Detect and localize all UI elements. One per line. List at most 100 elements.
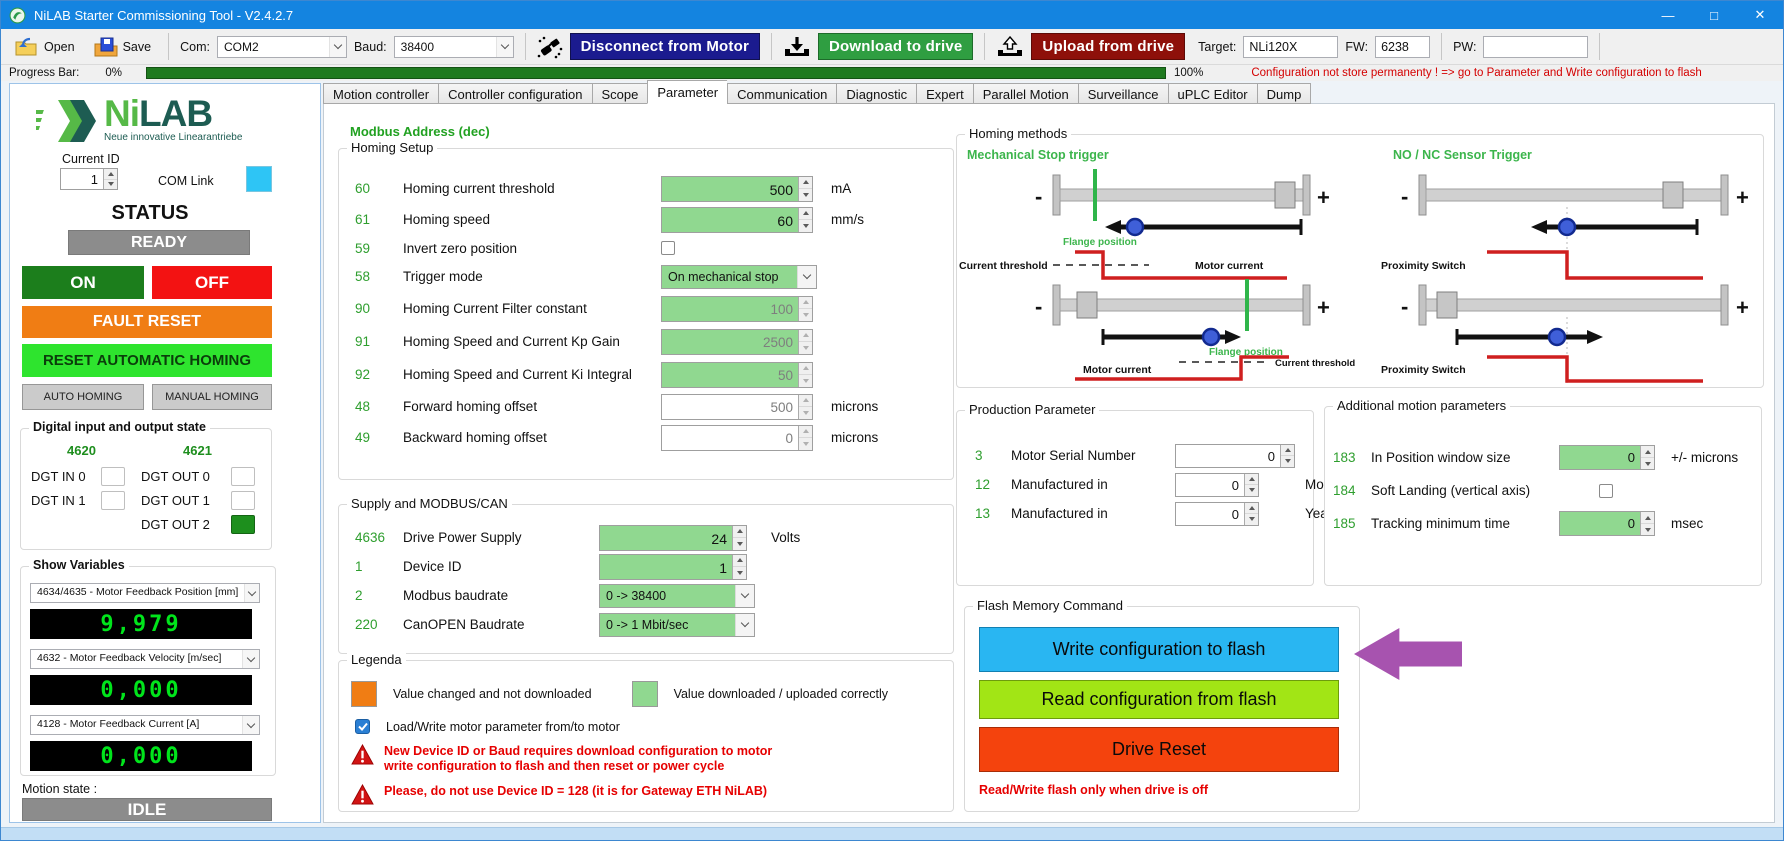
homing-current-threshold-spinner[interactable]: 500 xyxy=(661,175,813,202)
variable-select-1[interactable]: 4634/4635 - Motor Feedback Position [mm] xyxy=(30,583,260,603)
trigger-mode-select[interactable]: On mechanical stop xyxy=(661,264,817,289)
svg-text:Current threshold: Current threshold xyxy=(959,260,1048,272)
dropdown-arrow-icon[interactable] xyxy=(242,716,259,734)
write-configuration-to-flash-button[interactable]: Write configuration to flash xyxy=(979,627,1339,672)
canopen-baudrate-select[interactable]: 0 -> 1 Mbit/sec xyxy=(599,612,755,637)
drive-power-supply-spinner[interactable]: 24 xyxy=(599,524,747,551)
tab-parameter[interactable]: Parameter xyxy=(647,80,728,104)
spin-up-button[interactable] xyxy=(1641,446,1654,458)
spin-up-button[interactable] xyxy=(1641,512,1654,524)
manual-homing-button[interactable]: MANUAL HOMING xyxy=(152,384,272,410)
save-icon xyxy=(94,37,118,56)
green-swatch xyxy=(631,681,658,707)
spin-down-button[interactable] xyxy=(1245,514,1258,525)
auto-homing-button[interactable]: AUTO HOMING xyxy=(22,384,144,410)
spin-down-button[interactable] xyxy=(1641,458,1654,469)
spin-down-button[interactable] xyxy=(104,180,117,190)
upload-from-drive-button[interactable]: Upload from drive xyxy=(1031,33,1186,60)
baud-select[interactable]: 38400 xyxy=(393,35,514,58)
spin-up-button[interactable] xyxy=(799,208,812,220)
maximize-icon[interactable]: □ xyxy=(1710,7,1718,23)
param-row-220: 220 CanOPEN Baudrate 0 -> 1 Mbit/sec xyxy=(339,610,953,639)
tab-surveillance[interactable]: Surveillance xyxy=(1077,83,1168,104)
dropdown-arrow-icon[interactable] xyxy=(495,36,513,57)
variable-select-2[interactable]: 4632 - Motor Feedback Velocity [m/sec] xyxy=(30,649,260,669)
off-button[interactable]: OFF xyxy=(152,266,272,299)
modbus-baudrate-select[interactable]: 0 -> 38400 xyxy=(599,583,755,608)
manufactured-month-spinner[interactable]: 0 xyxy=(1175,472,1259,497)
pw-input[interactable] xyxy=(1483,35,1589,58)
spin-down-button[interactable] xyxy=(733,567,746,579)
homing-speed-spinner[interactable]: 60 xyxy=(661,206,813,233)
svg-text:Motor current: Motor current xyxy=(1083,364,1152,376)
dropdown-arrow-icon[interactable] xyxy=(735,584,754,607)
spin-down-button[interactable] xyxy=(799,189,812,201)
minimize-icon[interactable]: — xyxy=(1661,7,1675,23)
tab-uplc-editor[interactable]: uPLC Editor xyxy=(1167,83,1257,104)
svg-text:Motor current: Motor current xyxy=(1195,260,1264,272)
soft-landing-checkbox[interactable] xyxy=(1599,483,1613,498)
tab-strip: Motion controller Controller configurati… xyxy=(323,80,1312,104)
dropdown-arrow-icon[interactable] xyxy=(244,584,259,602)
drive-reset-button[interactable]: Drive Reset xyxy=(979,727,1339,772)
com-port-select[interactable]: COM2 xyxy=(216,35,347,58)
spin-up-button[interactable] xyxy=(733,555,746,567)
spin-down-button[interactable] xyxy=(1281,456,1294,467)
device-id-spinner[interactable]: 1 xyxy=(599,553,747,580)
dropdown-arrow-icon[interactable] xyxy=(797,265,816,288)
tab-motion-controller[interactable]: Motion controller xyxy=(323,83,439,104)
spin-up-button[interactable] xyxy=(1281,445,1294,456)
invert-zero-position-checkbox[interactable] xyxy=(661,241,675,255)
status-ready-bar: READY xyxy=(68,230,250,255)
current-id-spinner[interactable]: 1 xyxy=(60,168,118,190)
spin-up-button[interactable] xyxy=(733,526,746,538)
spin-down-button[interactable] xyxy=(1641,524,1654,535)
motor-serial-number-spinner[interactable]: 0 xyxy=(1175,443,1295,468)
green-swatch-label: Value downloaded / uploaded correctly xyxy=(673,687,889,701)
variable-select-3[interactable]: 4128 - Motor Feedback Current [A] xyxy=(30,715,260,735)
tab-controller-configuration[interactable]: Controller configuration xyxy=(438,83,592,104)
disconnect-from-motor-button[interactable]: Disconnect from Motor xyxy=(569,33,761,60)
fw-input[interactable]: 6238 xyxy=(1375,35,1431,58)
orange-swatch xyxy=(351,681,377,707)
tracking-minimum-time-spinner[interactable]: 0 xyxy=(1559,511,1655,536)
tab-scope[interactable]: Scope xyxy=(591,83,648,104)
on-button[interactable]: ON xyxy=(22,266,144,299)
tab-dump[interactable]: Dump xyxy=(1256,83,1312,104)
read-configuration-from-flash-button[interactable]: Read configuration from flash xyxy=(979,680,1339,719)
motion-state-label: Motion state : xyxy=(22,782,98,796)
load-write-motor-checkbox[interactable] xyxy=(355,719,370,734)
variable-display-3: 0,000 xyxy=(30,741,252,771)
svg-text:-: - xyxy=(1401,184,1408,209)
spin-down-button xyxy=(799,407,812,419)
tab-expert[interactable]: Expert xyxy=(916,83,973,104)
close-icon[interactable]: ✕ xyxy=(1754,7,1766,22)
in-position-window-spinner[interactable]: 0 xyxy=(1559,445,1655,470)
spin-up-button[interactable] xyxy=(1245,474,1258,485)
dgt-in0-indicator xyxy=(101,467,125,486)
reset-automatic-homing-button[interactable]: RESET AUTOMATIC HOMING xyxy=(22,344,272,377)
dropdown-arrow-icon[interactable] xyxy=(735,613,754,636)
dropdown-arrow-icon[interactable] xyxy=(242,650,259,668)
spin-up-button[interactable] xyxy=(104,169,117,180)
tab-diagnostic[interactable]: Diagnostic xyxy=(836,83,917,104)
spin-down-button[interactable] xyxy=(799,220,812,232)
open-button[interactable]: Open xyxy=(9,34,81,60)
dropdown-arrow-icon[interactable] xyxy=(328,36,346,57)
save-button[interactable]: Save xyxy=(88,34,158,60)
tab-parallel-motion[interactable]: Parallel Motion xyxy=(972,83,1078,104)
spin-up-button[interactable] xyxy=(799,177,812,189)
download-to-drive-button[interactable]: Download to drive xyxy=(818,33,974,60)
spin-down-button[interactable] xyxy=(1245,485,1258,496)
spin-down-button[interactable] xyxy=(733,538,746,550)
manufactured-year-spinner[interactable]: 0 xyxy=(1175,501,1259,526)
bottom-strip xyxy=(1,827,1783,840)
fault-reset-button[interactable]: FAULT RESET xyxy=(22,306,272,338)
svg-text:+: + xyxy=(1317,185,1330,210)
spin-down-button xyxy=(799,342,812,354)
spin-up-button[interactable] xyxy=(1245,503,1258,514)
digital-io-title: Digital input and output state xyxy=(29,420,210,434)
target-input[interactable]: NLi120X xyxy=(1243,35,1339,58)
tab-communication[interactable]: Communication xyxy=(727,83,837,104)
